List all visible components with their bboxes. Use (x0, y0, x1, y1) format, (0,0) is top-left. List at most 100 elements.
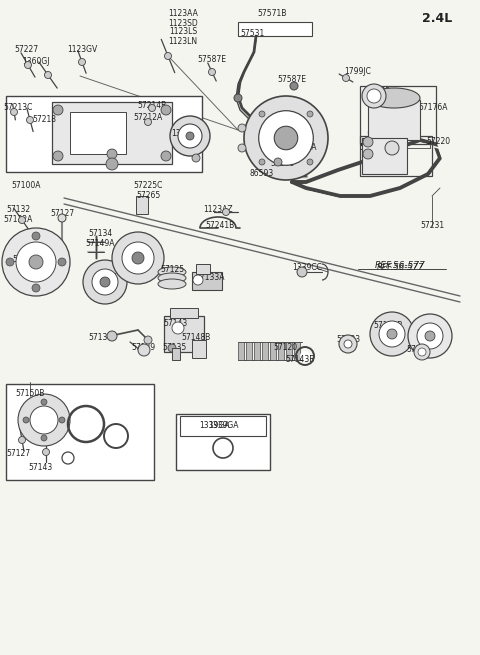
Text: 57225D: 57225D (93, 143, 123, 153)
Bar (362, 138, 407, 174)
Circle shape (58, 214, 66, 222)
Circle shape (234, 94, 242, 102)
Circle shape (259, 111, 313, 165)
Circle shape (144, 336, 152, 344)
Circle shape (223, 208, 229, 215)
Text: 57127: 57127 (50, 210, 74, 219)
Text: 1360GJ: 1360GJ (22, 58, 50, 67)
Text: 1339GA: 1339GA (208, 422, 238, 430)
Circle shape (339, 335, 357, 353)
Circle shape (45, 71, 51, 79)
Circle shape (238, 144, 246, 152)
Text: 57150B: 57150B (15, 390, 45, 398)
Bar (196, 264, 210, 274)
Circle shape (107, 331, 117, 341)
Text: 57124: 57124 (126, 253, 150, 263)
Text: 57531: 57531 (240, 29, 264, 39)
Bar (6, 384, 154, 480)
Bar (136, 196, 148, 214)
Circle shape (274, 126, 298, 150)
Text: 57100A: 57100A (287, 143, 317, 153)
Circle shape (290, 82, 298, 90)
Text: 57133A: 57133A (195, 274, 225, 282)
Circle shape (367, 89, 381, 103)
Bar (52, 102, 172, 164)
Text: 57132: 57132 (6, 206, 30, 214)
Circle shape (168, 344, 176, 352)
Bar (254, 342, 260, 360)
Text: 57224A: 57224A (360, 143, 389, 153)
Circle shape (100, 277, 110, 287)
Circle shape (24, 62, 32, 69)
Circle shape (108, 428, 124, 444)
Circle shape (32, 284, 40, 292)
Circle shape (148, 105, 156, 111)
Circle shape (178, 124, 202, 148)
Circle shape (53, 105, 63, 115)
Text: 57227: 57227 (14, 45, 38, 54)
Text: 57123: 57123 (336, 335, 360, 345)
Circle shape (208, 69, 216, 75)
Circle shape (363, 137, 373, 147)
Circle shape (170, 116, 210, 156)
Text: 57115: 57115 (93, 274, 117, 282)
Bar (180, 416, 266, 436)
Text: 1339GA: 1339GA (199, 422, 229, 430)
Bar (238, 342, 244, 360)
Text: 57246: 57246 (270, 159, 294, 168)
Circle shape (6, 258, 14, 266)
Text: 57218: 57218 (32, 115, 56, 124)
Circle shape (161, 105, 171, 115)
Ellipse shape (158, 273, 186, 283)
Circle shape (274, 158, 282, 166)
Circle shape (379, 321, 405, 347)
Circle shape (59, 417, 65, 423)
Circle shape (370, 312, 414, 356)
Text: 1123AZ: 1123AZ (203, 206, 233, 214)
Circle shape (300, 351, 310, 361)
Text: 57214B: 57214B (137, 102, 167, 111)
Circle shape (41, 435, 47, 441)
Bar (278, 342, 284, 360)
Bar (170, 308, 198, 318)
Circle shape (19, 436, 25, 443)
Text: 1339CC: 1339CC (292, 263, 322, 272)
Text: 1123LS: 1123LS (169, 28, 197, 37)
Circle shape (307, 111, 313, 117)
Ellipse shape (158, 267, 186, 277)
Text: 57220: 57220 (426, 138, 450, 147)
Text: 57587E: 57587E (277, 75, 307, 84)
Circle shape (161, 151, 171, 161)
Circle shape (19, 217, 25, 223)
Text: 57183: 57183 (366, 88, 390, 96)
Circle shape (32, 232, 40, 240)
Bar (70, 112, 126, 154)
Bar (192, 272, 222, 290)
Text: 1123LN: 1123LN (168, 37, 198, 45)
Circle shape (58, 258, 66, 266)
Circle shape (92, 269, 118, 295)
Circle shape (138, 344, 150, 356)
Circle shape (259, 111, 265, 117)
Circle shape (259, 159, 265, 165)
Text: 2.4L: 2.4L (422, 12, 452, 24)
Text: 57176A: 57176A (419, 103, 448, 113)
Text: 57131: 57131 (416, 329, 440, 339)
Circle shape (16, 242, 56, 282)
Bar (6, 96, 202, 172)
Bar (270, 342, 276, 360)
Text: 57134: 57134 (88, 229, 112, 238)
Bar (176, 414, 270, 470)
Text: 57135: 57135 (162, 343, 186, 352)
Text: 57149A: 57149A (85, 240, 115, 248)
Circle shape (23, 417, 29, 423)
Text: 57143: 57143 (28, 464, 52, 472)
Bar (368, 100, 420, 140)
Text: 57128: 57128 (406, 345, 430, 354)
Circle shape (172, 322, 184, 334)
Text: 57212A: 57212A (133, 113, 163, 122)
Circle shape (30, 406, 58, 434)
Text: 57127: 57127 (6, 449, 30, 458)
Circle shape (186, 132, 194, 140)
Text: 57100A: 57100A (11, 181, 41, 191)
